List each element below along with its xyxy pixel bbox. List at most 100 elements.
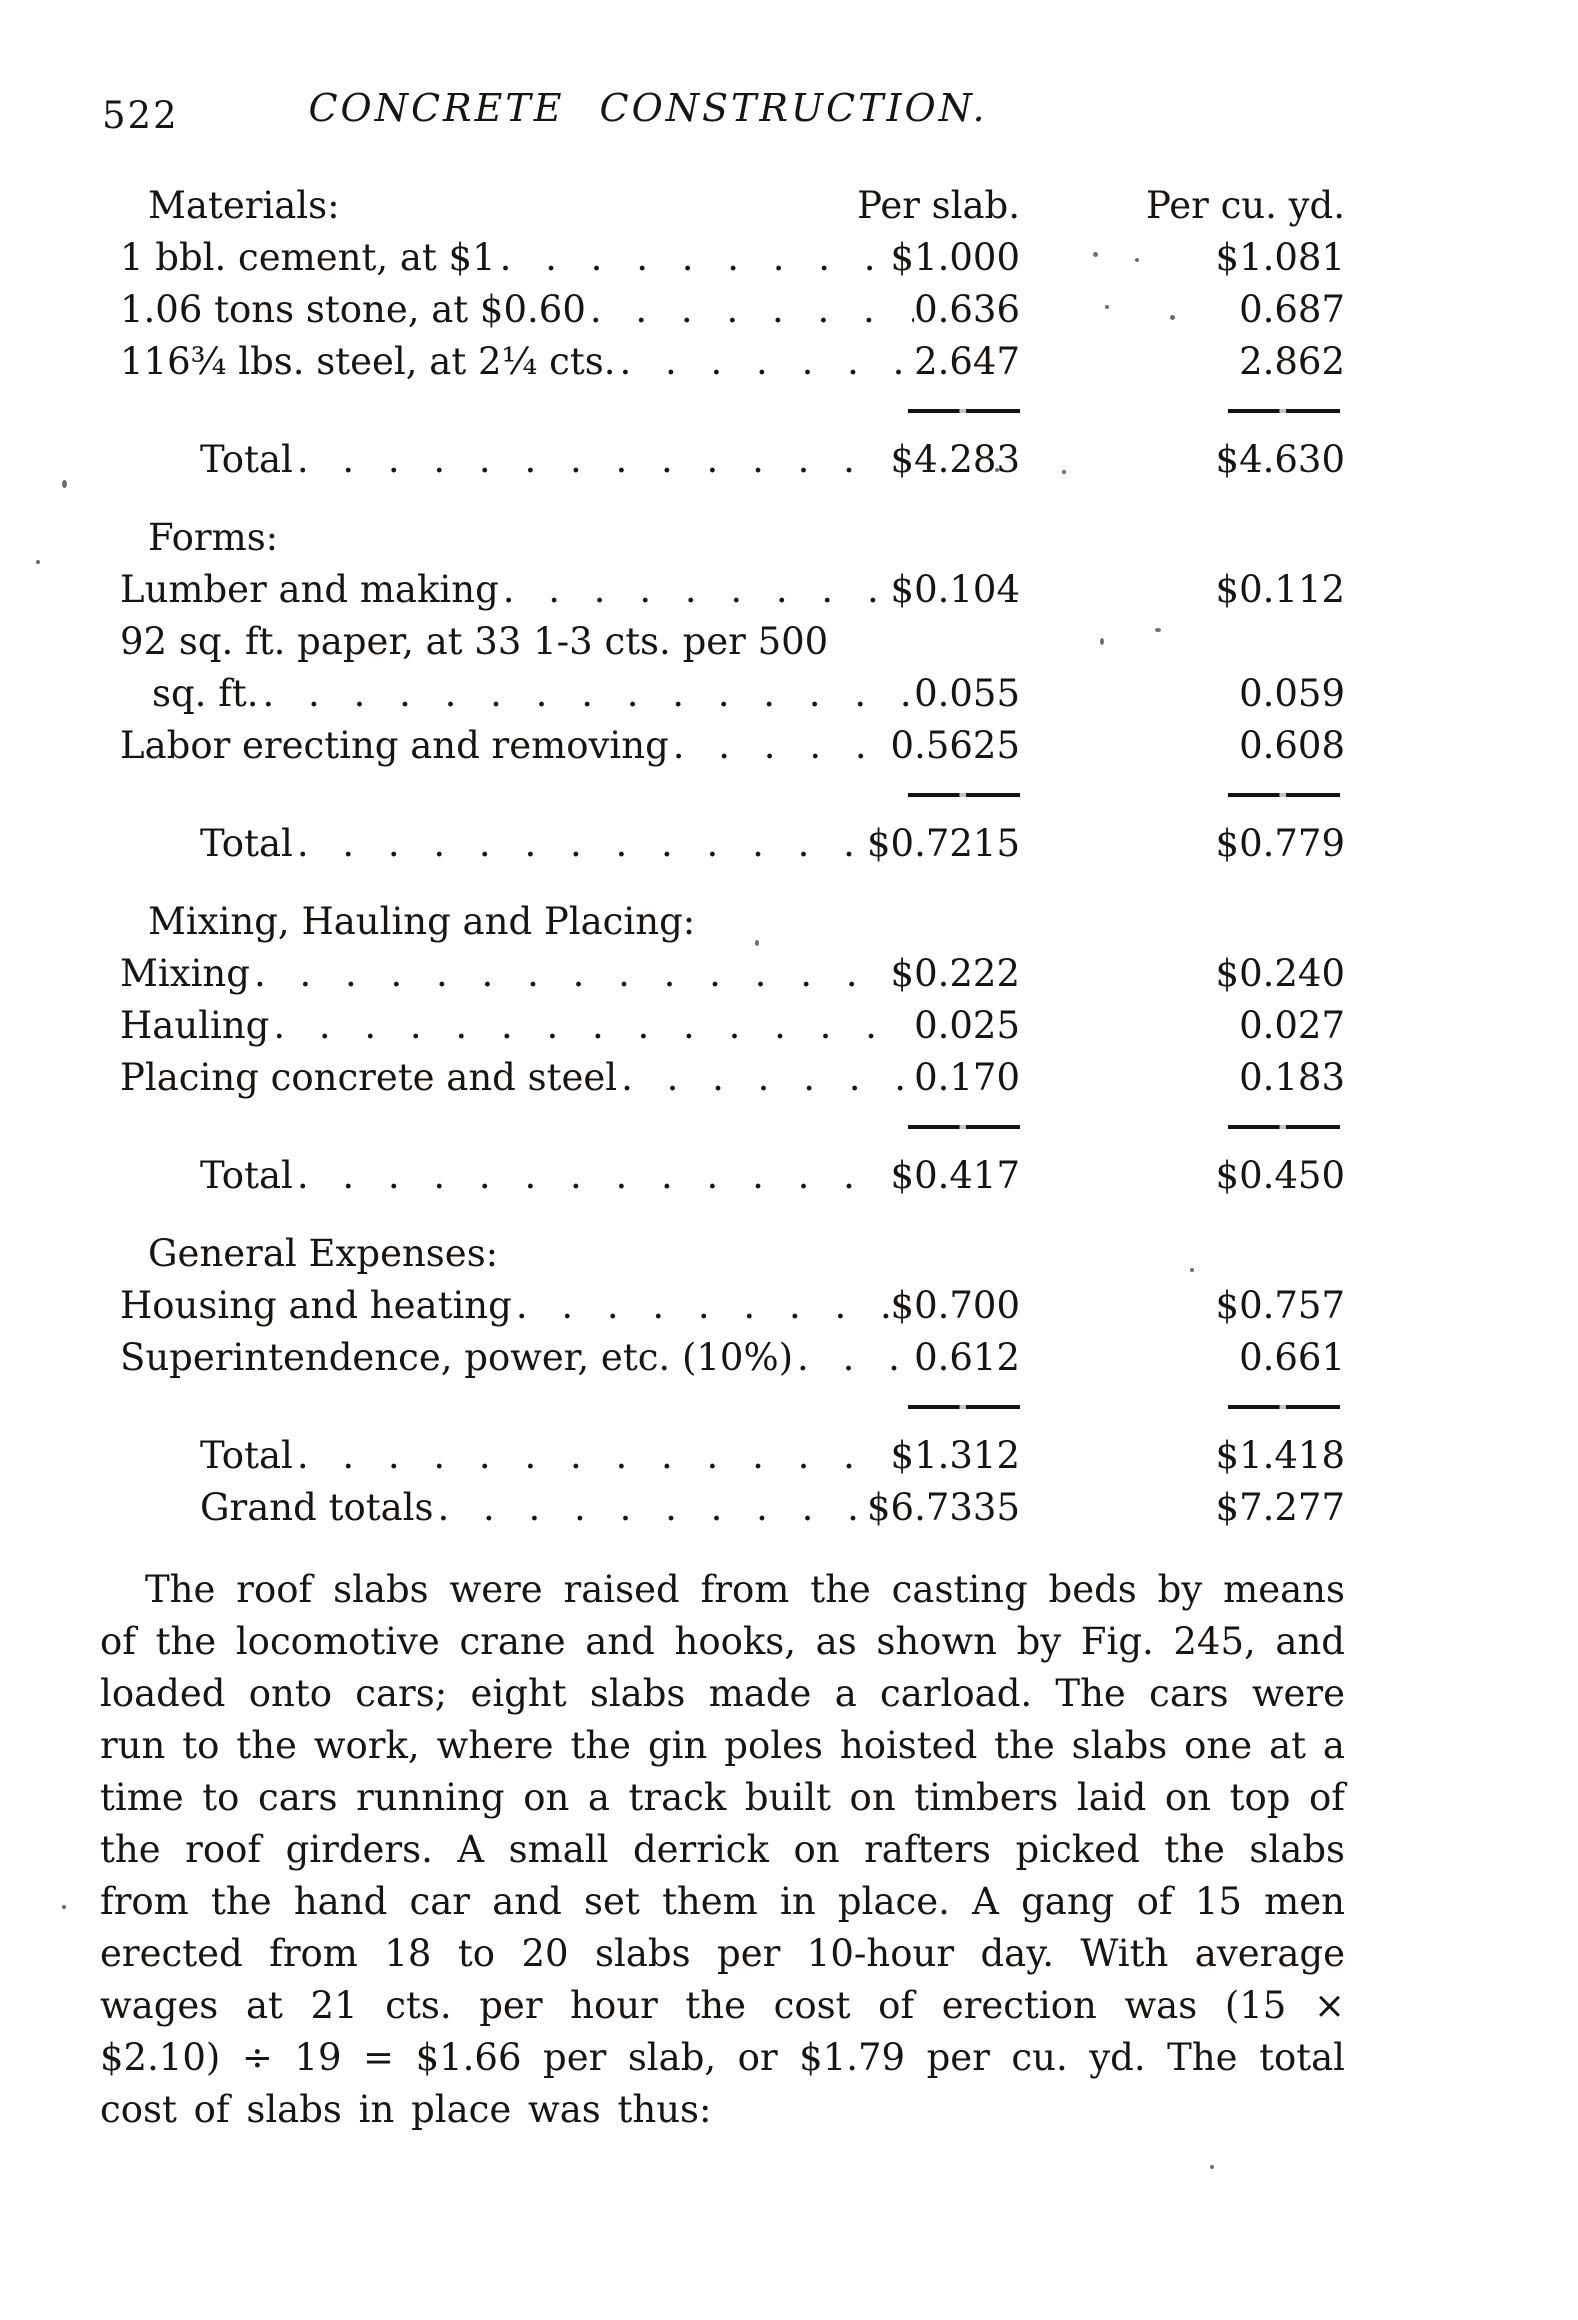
per-cuyd-value: 0.661	[1239, 1336, 1345, 1379]
dot-leader	[496, 232, 891, 284]
per-cuyd-value: 0.027	[1239, 1004, 1345, 1047]
section-heading-general: General Expenses:	[148, 1232, 499, 1275]
dot-leader	[293, 818, 867, 870]
table-row-superintendence: Superintendence, power, etc. (10%) 0.612…	[120, 1332, 1345, 1384]
scan-speck	[1100, 638, 1104, 645]
table-row-paper-line1: 92 sq. ft. paper, at 33 1-3 cts. per 500	[120, 616, 1345, 668]
per-slab-value: 2.647	[914, 340, 1020, 383]
table-row-lumber: Lumber and making $0.104 $0.112	[120, 564, 1345, 616]
per-cuyd-value: 0.059	[1239, 672, 1345, 715]
per-slab-value: $1.312	[890, 1434, 1020, 1477]
table-row-placing: Placing concrete and steel 0.170 0.183	[120, 1052, 1345, 1104]
table-row-labor: Labor erecting and removing 0.5625 0.608	[120, 720, 1345, 772]
sum-rule-row	[120, 772, 1345, 818]
section-heading-materials: Materials:	[148, 184, 340, 227]
table-row-paper: sq. ft. 0.055 0.059	[120, 668, 1345, 720]
sum-rule-cuyd	[1228, 1405, 1340, 1409]
per-slab-value: 0.636	[914, 288, 1020, 331]
body-paragraph: The roof slabs were raised from the cast…	[100, 1568, 1345, 2131]
dot-leader	[433, 1482, 867, 1534]
per-slab-value: 0.612	[914, 1336, 1020, 1379]
dot-leader	[499, 564, 891, 616]
row-label: Labor erecting and removing	[120, 724, 669, 767]
row-label: Housing and heating	[120, 1284, 512, 1327]
section-heading-row-mixing: Mixing, Hauling and Placing:	[120, 896, 1345, 948]
row-label: Mixing	[120, 952, 250, 995]
per-slab-value: $0.104	[890, 568, 1020, 611]
per-cuyd-value: 2.862	[1239, 340, 1345, 383]
per-slab-value: $0.417	[890, 1154, 1020, 1197]
per-cuyd-value: $7.277	[1215, 1486, 1345, 1529]
table-row-steel: 116¾ lbs. steel, at 2¼ cts. 2.647 2.862	[120, 336, 1345, 388]
sum-rule-slab	[908, 409, 1020, 413]
sum-rule-cuyd	[1228, 793, 1340, 797]
sum-rule-row	[120, 388, 1345, 434]
dot-leader	[293, 1150, 891, 1202]
per-slab-value: 0.025	[914, 1004, 1020, 1047]
row-label: 1 bbl. cement, at $1	[120, 236, 496, 279]
dot-leader	[617, 1052, 914, 1104]
table-row-forms-total: Total $0.7215 $0.779	[120, 818, 1345, 870]
dot-leader	[512, 1280, 891, 1332]
page-content: 522 CONCRETE CONSTRUCTION. Materials: Pe…	[100, 86, 1345, 2136]
per-slab-value: 0.055	[914, 672, 1020, 715]
sum-rule-slab	[908, 1125, 1020, 1129]
per-cuyd-value: 0.183	[1239, 1056, 1345, 1099]
scan-speck	[62, 480, 67, 488]
per-cuyd-value: $4.630	[1215, 438, 1345, 481]
row-label: Lumber and making	[120, 568, 499, 611]
scan-speck	[62, 1905, 66, 1909]
table-row-mixing: Mixing $0.222 $0.240	[120, 948, 1345, 1000]
per-cuyd-value: $0.779	[1215, 822, 1345, 865]
table-row-housing: Housing and heating $0.700 $0.757	[120, 1280, 1345, 1332]
scan-speck	[1170, 315, 1175, 320]
section-heading-mixing: Mixing, Hauling and Placing:	[148, 900, 696, 943]
row-label-continuation: sq. ft.	[152, 672, 259, 715]
per-cuyd-value: 0.687	[1239, 288, 1345, 331]
per-cuyd-value: $0.240	[1215, 952, 1345, 995]
sum-rule-cuyd	[1228, 409, 1340, 413]
running-title: CONCRETE CONSTRUCTION.	[308, 86, 988, 130]
per-slab-value: $0.222	[890, 952, 1020, 995]
scan-speck	[36, 560, 40, 564]
page-number: 522	[102, 94, 179, 137]
table-row-general-total: Total $1.312 $1.418	[120, 1430, 1345, 1482]
cost-table: Materials: Per slab. Per cu. yd. 1 bbl. …	[100, 180, 1345, 1534]
row-label: Superintendence, power, etc. (10%)	[120, 1336, 794, 1379]
column-header-per-slab: Per slab.	[857, 184, 1020, 227]
scan-speck	[1093, 252, 1098, 257]
table-row-grand-total: Grand totals $6.7335 $7.277	[120, 1482, 1345, 1534]
sum-rule-cuyd	[1228, 1125, 1340, 1129]
sum-rule-row	[120, 1104, 1345, 1150]
grand-total-label: Grand totals	[200, 1486, 434, 1529]
table-row-materials-total: Total $4.283 $4.630	[120, 434, 1345, 486]
table-row-hauling: Hauling 0.025 0.027	[120, 1000, 1345, 1052]
section-heading-row-forms: Forms:	[120, 512, 1345, 564]
scan-speck	[1062, 470, 1066, 474]
per-slab-value: $0.7215	[866, 822, 1020, 865]
dot-leader	[250, 948, 891, 1000]
table-header-row: Materials: Per slab. Per cu. yd.	[120, 180, 1345, 232]
row-label: 1.06 tons stone, at $0.60	[120, 288, 586, 331]
total-label: Total	[200, 822, 293, 865]
scan-speck	[1105, 305, 1109, 309]
sum-rule-slab	[908, 1405, 1020, 1409]
per-slab-value: $0.700	[890, 1284, 1020, 1327]
row-label-wrapped: 92 sq. ft. paper, at 33 1-3 cts. per 500	[120, 620, 829, 663]
dot-leader	[615, 336, 914, 388]
sum-rule-slab	[908, 793, 1020, 797]
per-cuyd-value: $0.450	[1215, 1154, 1345, 1197]
column-header-per-cuyd: Per cu. yd.	[1145, 184, 1345, 227]
scan-speck	[1210, 2165, 1214, 2169]
per-cuyd-value: $0.112	[1215, 568, 1345, 611]
dot-leader	[259, 668, 915, 720]
section-heading-forms: Forms:	[148, 516, 279, 559]
scan-speck	[1190, 1268, 1194, 1272]
table-row-cement: 1 bbl. cement, at $1 $1.000 $1.081	[120, 232, 1345, 284]
dot-leader	[793, 1332, 914, 1384]
dot-leader	[293, 1430, 891, 1482]
dot-leader	[293, 434, 891, 486]
scan-speck	[995, 468, 999, 472]
total-label: Total	[200, 438, 293, 481]
